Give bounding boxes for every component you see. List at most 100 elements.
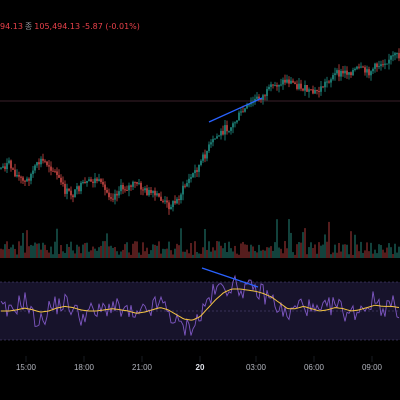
volume-bar <box>60 245 62 258</box>
time-axis[interactable]: 15:00 18:00 21:00 20 03:00 06:00 09:00 <box>0 360 400 380</box>
volume-bar <box>46 250 48 258</box>
candle-body <box>108 192 110 198</box>
close-key: 종 <box>24 22 33 31</box>
volume-bar <box>178 245 180 258</box>
candle-body <box>232 123 234 128</box>
candle-body <box>90 179 92 182</box>
volume-bar <box>372 253 374 258</box>
volume-bar <box>314 244 316 258</box>
volume-bar <box>92 246 94 258</box>
candle-body <box>172 201 174 207</box>
candle-body <box>144 188 146 191</box>
candle-body <box>134 181 136 183</box>
candle-body <box>258 96 260 99</box>
candle-body <box>270 84 272 87</box>
volume-bar <box>244 244 246 258</box>
volume-bar <box>364 250 366 258</box>
candle-body <box>392 55 394 57</box>
volume-bar <box>6 241 8 258</box>
candle-body <box>156 193 158 196</box>
volume-bar <box>260 250 262 258</box>
candle-body <box>246 104 248 109</box>
candle-body <box>192 173 194 178</box>
time-tick-label: 21:00 <box>131 363 153 372</box>
volume-bar <box>334 244 336 258</box>
volume-bar <box>202 247 204 258</box>
candle-body <box>158 193 160 197</box>
volume-bar <box>84 243 86 258</box>
candle-body <box>106 189 108 193</box>
volume-bar <box>368 251 370 258</box>
candle-body <box>278 84 280 87</box>
volume-bar <box>300 242 302 258</box>
candle-body <box>28 178 30 181</box>
candle-body <box>398 53 400 59</box>
candle-body <box>302 88 304 91</box>
volume-bar <box>116 251 118 258</box>
volume-bar <box>304 228 306 258</box>
volume-bar <box>214 250 216 258</box>
candle-body <box>78 186 80 192</box>
volume-bar <box>228 241 230 258</box>
candle-body <box>368 69 370 76</box>
candle-body <box>140 182 142 190</box>
candle-body <box>238 112 240 121</box>
candle-body <box>306 84 308 92</box>
candle-body <box>128 185 130 191</box>
volume-bar <box>188 253 190 258</box>
volume-bar <box>26 230 28 258</box>
volume-bar <box>262 249 264 258</box>
candle-body <box>242 111 244 113</box>
volume-bar <box>276 219 278 258</box>
candle-body <box>316 89 318 92</box>
volume-bar <box>294 254 296 258</box>
candle-body <box>336 70 338 74</box>
volume-bar <box>184 251 186 258</box>
volume-bar <box>356 244 358 258</box>
volume-bar <box>298 242 300 258</box>
volume-bar <box>102 241 104 258</box>
candle-body <box>260 98 262 100</box>
volume-bar <box>316 253 318 258</box>
volume-bar <box>286 248 288 258</box>
volume-bar <box>38 243 40 258</box>
candle-body <box>80 182 82 192</box>
candle-body <box>342 70 344 74</box>
volume-bar <box>134 241 136 258</box>
candle-body <box>390 55 392 60</box>
candle-body <box>374 63 376 69</box>
candle-body <box>174 201 176 204</box>
volume-bar <box>360 241 362 258</box>
volume-bar <box>358 251 360 258</box>
volume-bar <box>212 247 214 258</box>
candle-body <box>98 179 100 182</box>
candle-body <box>66 188 68 194</box>
candle-body <box>280 84 282 86</box>
candle-body <box>176 199 178 204</box>
volume-bar <box>168 241 170 258</box>
volume-bar <box>98 247 100 258</box>
volume-bar <box>336 252 338 258</box>
volume-bar <box>210 251 212 258</box>
candle-body <box>8 160 10 164</box>
candle-body <box>298 83 300 89</box>
candle-body <box>358 66 360 68</box>
volume-bar <box>58 253 60 258</box>
candle-body <box>24 180 26 182</box>
candle-body <box>180 194 182 201</box>
volume-bar <box>156 245 158 258</box>
candle-body <box>118 191 120 196</box>
candle-body <box>348 72 350 75</box>
volume-bar <box>352 254 354 258</box>
price-trendline <box>208 97 263 123</box>
ohlc-legend: 94.13 종 105,494.13 -5.87 (-0.01%) <box>0 21 142 32</box>
volume-bar <box>76 244 78 258</box>
volume-bar <box>128 252 130 258</box>
volume-bar <box>80 253 82 258</box>
candle-body <box>206 150 208 159</box>
volume-bar <box>306 254 308 258</box>
volume-bar <box>388 243 390 258</box>
volume-bar <box>30 244 32 258</box>
